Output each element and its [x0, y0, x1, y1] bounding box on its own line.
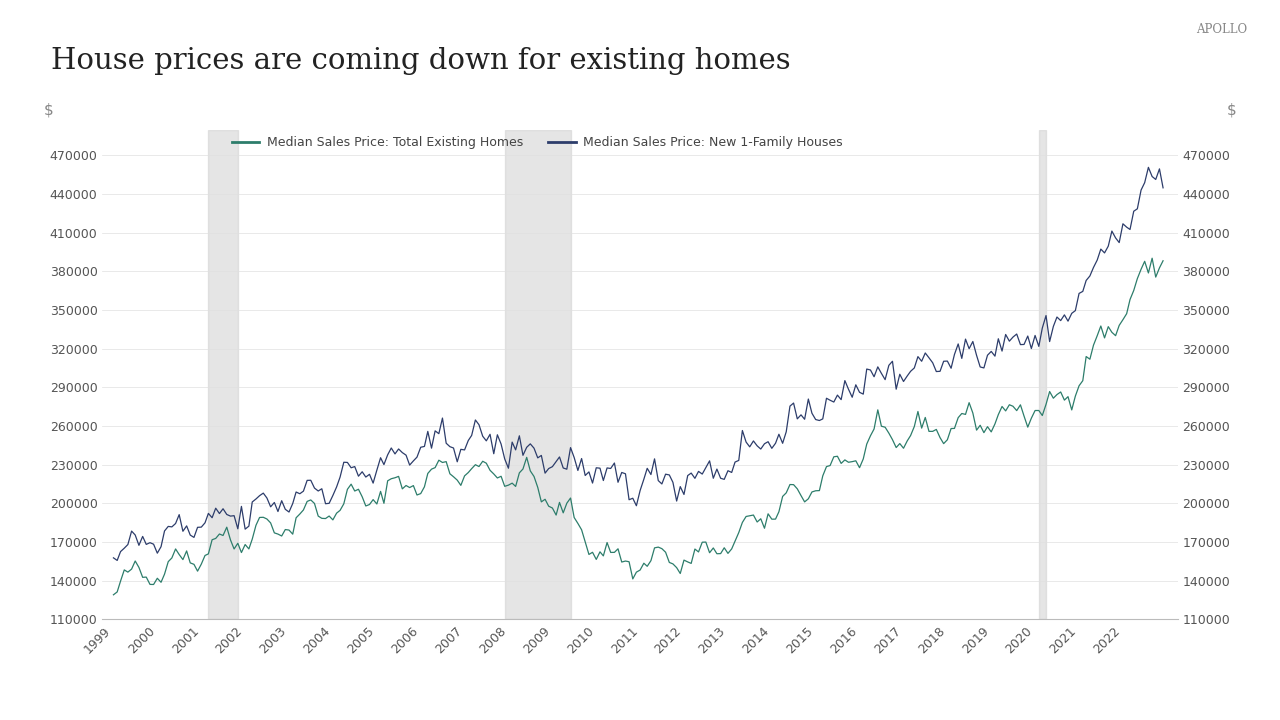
Bar	[209, 130, 238, 619]
Bar	[504, 130, 571, 619]
Text: House prices are coming down for existing homes: House prices are coming down for existin…	[51, 47, 791, 75]
Bar	[1039, 130, 1046, 619]
Text: $: $	[44, 103, 52, 117]
Text: $: $	[1228, 103, 1236, 117]
Text: APOLLO: APOLLO	[1196, 23, 1247, 36]
Legend: Median Sales Price: Total Existing Homes, Median Sales Price: New 1-Family House: Median Sales Price: Total Existing Homes…	[227, 131, 847, 154]
